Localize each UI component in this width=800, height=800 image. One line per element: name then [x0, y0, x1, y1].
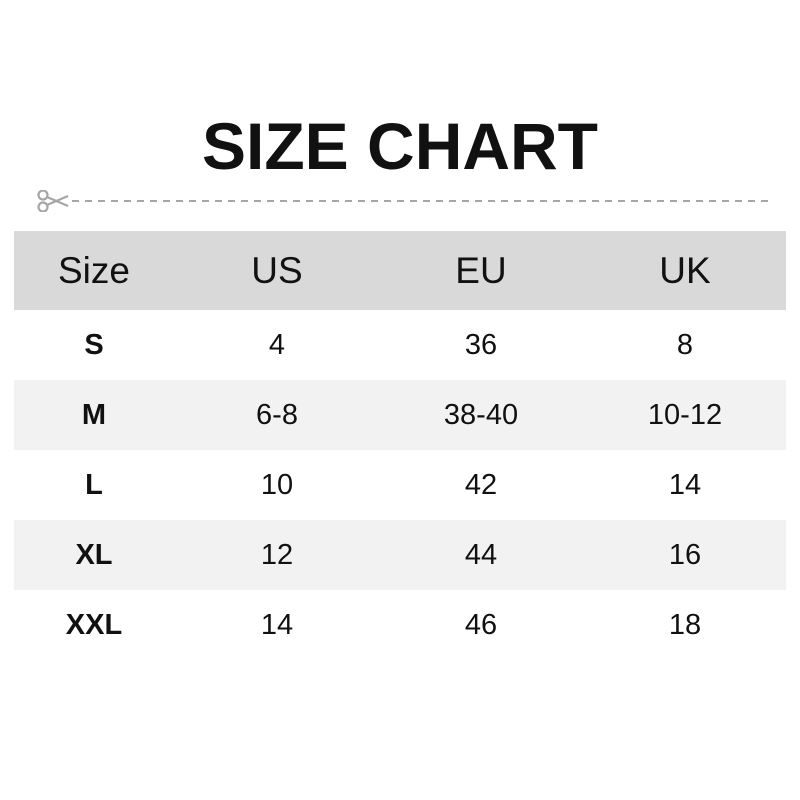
eu-cell: 42 [464, 468, 498, 501]
size-cell: XXL [65, 608, 123, 641]
uk-cell: 16 [668, 538, 702, 571]
table-row: XL 12 44 16 [14, 520, 786, 590]
table-row: L 10 42 14 [14, 450, 786, 520]
eu-cell: 46 [464, 608, 498, 641]
us-cell: 10 [260, 468, 294, 501]
header-uk: UK [659, 249, 711, 291]
size-cell: S [84, 328, 104, 361]
size-cell: XL [75, 538, 113, 571]
size-table: Size US EU UK S 4 36 8 M 6-8 38-40 10-12 L 10 42 14… [14, 231, 786, 660]
eu-cell: 38-40 [443, 398, 519, 431]
header-us: US [251, 249, 303, 291]
uk-cell: 8 [676, 328, 694, 361]
table-row: S 4 36 8 [14, 310, 786, 380]
uk-cell: 10-12 [647, 398, 723, 431]
table-row: XXL 14 46 18 [14, 590, 786, 660]
us-cell: 6-8 [256, 398, 298, 431]
table-row: M 6-8 38-40 10-12 [14, 380, 786, 450]
size-cell: L [85, 468, 103, 501]
header-eu: EU [455, 249, 507, 291]
uk-cell: 18 [668, 608, 702, 641]
size-cell: M [81, 398, 107, 431]
us-cell: 12 [260, 538, 294, 571]
cut-line-divider [37, 190, 770, 212]
page-title: SIZE CHART [202, 109, 598, 183]
eu-cell: 36 [464, 328, 498, 361]
us-cell: 4 [268, 328, 286, 361]
header-size: Size [58, 249, 130, 291]
scissors-icon [37, 190, 69, 212]
table-header-row: Size US EU UK [14, 231, 786, 310]
us-cell: 14 [260, 608, 294, 641]
eu-cell: 44 [464, 538, 498, 571]
uk-cell: 14 [668, 468, 702, 501]
